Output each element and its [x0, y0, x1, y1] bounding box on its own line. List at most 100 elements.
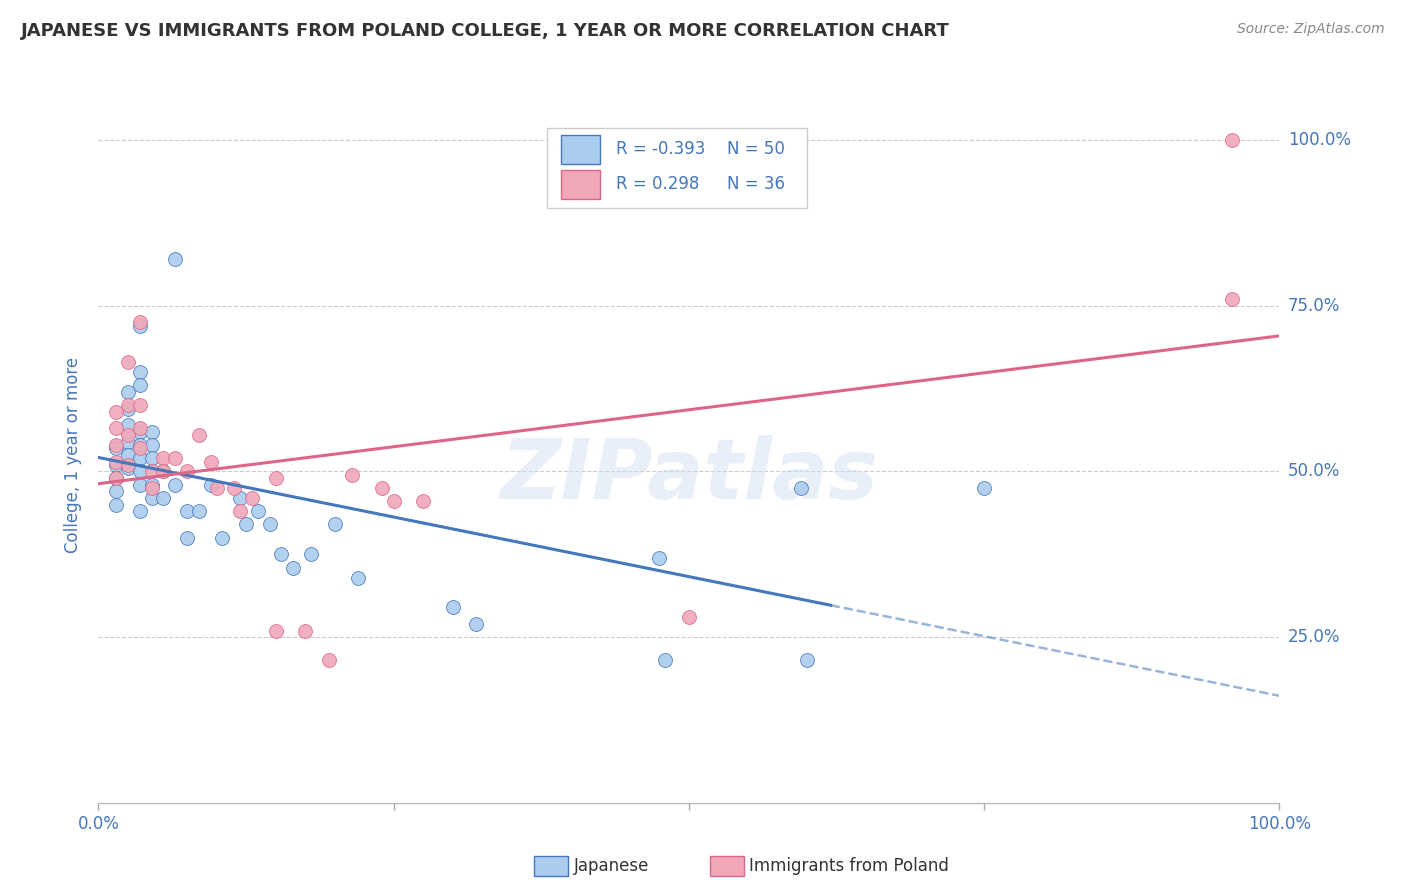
Point [796, 653, 818, 667]
Point [128, 465, 150, 479]
Point [128, 318, 150, 333]
Point [141, 438, 163, 452]
Point [128, 421, 150, 435]
FancyBboxPatch shape [547, 128, 807, 208]
Point [105, 454, 128, 468]
Point [294, 624, 316, 638]
Point [141, 491, 163, 505]
Point [105, 471, 128, 485]
Point [264, 471, 287, 485]
FancyBboxPatch shape [561, 135, 600, 164]
Point [105, 442, 128, 456]
Point [105, 484, 128, 499]
Point [141, 425, 163, 439]
Text: R = 0.298: R = 0.298 [616, 175, 699, 193]
Point [117, 384, 139, 399]
Point [105, 471, 128, 485]
Point [117, 458, 139, 472]
Point [229, 491, 252, 505]
Point [117, 448, 139, 462]
Text: Immigrants from Poland: Immigrants from Poland [749, 857, 949, 875]
Point [152, 491, 174, 505]
Point [117, 401, 139, 416]
Point [105, 421, 128, 435]
Point [382, 494, 405, 508]
Point [441, 600, 464, 615]
Point [224, 481, 246, 495]
Point [235, 517, 257, 532]
Point [347, 570, 370, 584]
Point [654, 653, 676, 667]
Point [240, 491, 263, 505]
Point [412, 494, 434, 508]
Point [117, 398, 139, 412]
Point [152, 465, 174, 479]
Point [141, 481, 163, 495]
Point [141, 477, 163, 491]
Text: 25.0%: 25.0% [1288, 628, 1340, 646]
Text: JAPANESE VS IMMIGRANTS FROM POLAND COLLEGE, 1 YEAR OR MORE CORRELATION CHART: JAPANESE VS IMMIGRANTS FROM POLAND COLLE… [21, 22, 950, 40]
Point [117, 355, 139, 369]
Point [371, 481, 394, 495]
Point [128, 451, 150, 466]
Point [128, 504, 150, 518]
Point [1220, 292, 1243, 306]
Point [128, 442, 150, 456]
Point [176, 465, 198, 479]
Point [105, 498, 128, 512]
Point [117, 418, 139, 433]
Point [973, 481, 995, 495]
Point [105, 458, 128, 472]
Point [200, 477, 222, 491]
Point [105, 405, 128, 419]
Point [259, 517, 281, 532]
Point [128, 398, 150, 412]
Text: 100.0%: 100.0% [1288, 131, 1351, 149]
Text: R = -0.393: R = -0.393 [616, 140, 704, 158]
Point [270, 547, 292, 561]
FancyBboxPatch shape [561, 169, 600, 199]
Point [128, 425, 150, 439]
Point [176, 531, 198, 545]
Point [141, 465, 163, 479]
Point [152, 451, 174, 466]
Point [128, 378, 150, 392]
Point [283, 560, 305, 574]
Point [117, 461, 139, 475]
Point [318, 653, 340, 667]
Point [117, 434, 139, 449]
Point [1220, 133, 1243, 147]
Point [128, 438, 150, 452]
Text: 75.0%: 75.0% [1288, 297, 1340, 315]
Point [128, 365, 150, 379]
Point [176, 504, 198, 518]
Point [299, 547, 322, 561]
Text: ZIPatlas: ZIPatlas [501, 435, 877, 516]
Point [211, 531, 233, 545]
Point [187, 504, 209, 518]
Point [323, 517, 346, 532]
Point [165, 252, 187, 267]
Point [117, 428, 139, 442]
Point [165, 451, 187, 466]
Point [246, 504, 269, 518]
Point [648, 550, 671, 565]
Text: N = 50: N = 50 [727, 140, 785, 158]
Point [152, 465, 174, 479]
Point [264, 624, 287, 638]
Text: Source: ZipAtlas.com: Source: ZipAtlas.com [1237, 22, 1385, 37]
Text: Japanese: Japanese [574, 857, 650, 875]
Point [165, 477, 187, 491]
Y-axis label: College, 1 year or more: College, 1 year or more [65, 357, 83, 553]
Point [790, 481, 813, 495]
Point [128, 477, 150, 491]
Point [342, 467, 364, 482]
Point [465, 616, 488, 631]
Point [141, 451, 163, 466]
Point [229, 504, 252, 518]
Point [205, 481, 228, 495]
Point [200, 454, 222, 468]
Point [187, 428, 209, 442]
Text: N = 36: N = 36 [727, 175, 785, 193]
Point [105, 438, 128, 452]
